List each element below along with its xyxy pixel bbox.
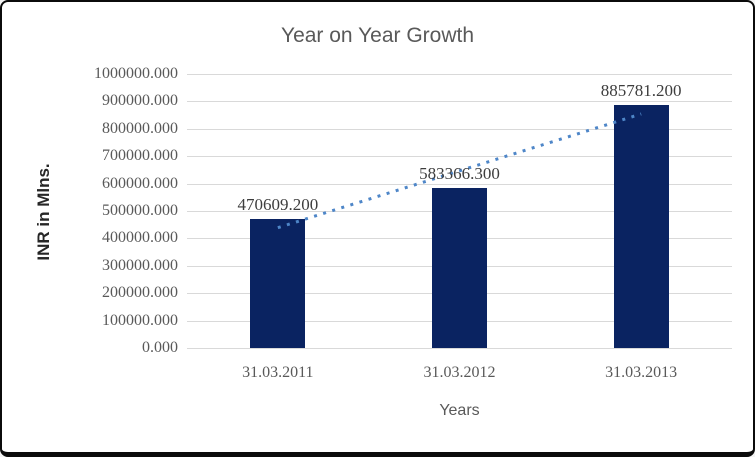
bar-31.03.2012 — [432, 188, 487, 348]
y-tick-label: 100000.000 — [102, 311, 178, 329]
y-tick-label: 300000.000 — [102, 256, 178, 274]
y-tick-label: 800000.000 — [102, 119, 178, 137]
gridline — [187, 348, 732, 349]
gridline — [187, 128, 732, 130]
y-tick-label: 600000.000 — [102, 174, 178, 192]
x-tick-label: 31.03.2013 — [605, 364, 678, 381]
bar-31.03.2011 — [250, 219, 306, 348]
x-tick-label: 31.03.2012 — [423, 364, 496, 381]
x-axis-title: Years — [439, 402, 480, 419]
data-label: 470609.200 — [237, 195, 319, 215]
gridline — [187, 101, 732, 103]
x-tick-label: 31.03.2011 — [242, 364, 314, 381]
gridline — [187, 183, 732, 185]
data-label: 885781.200 — [600, 81, 682, 101]
y-tick-label: 500000.000 — [102, 202, 178, 219]
y-tick-label: 1000000.000 — [94, 65, 178, 82]
y-tick-label: 400000.000 — [102, 229, 178, 247]
y-tick-label: 0.000 — [142, 339, 178, 356]
data-label: 583366.300 — [419, 164, 500, 184]
gridline — [187, 156, 732, 158]
y-tick-label: 900000.000 — [102, 92, 178, 110]
gridline — [187, 74, 732, 75]
y-tick-label: 700000.000 — [102, 147, 178, 165]
plot-area: 470609.200 583366.300 885781.200 — [187, 74, 732, 349]
bar-31.03.2013 — [613, 105, 669, 348]
trend-line-segment — [277, 112, 642, 230]
chart-title: Year on Year Growth — [280, 24, 475, 47]
y-tick-label: 200000.000 — [102, 284, 178, 302]
trend-line — [277, 112, 642, 230]
